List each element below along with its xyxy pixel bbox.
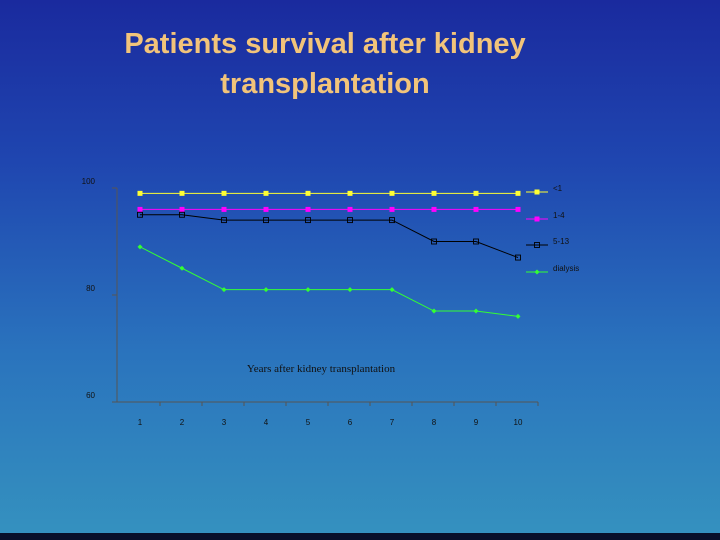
data-point (179, 265, 185, 271)
x-tick-label: 1 (138, 418, 143, 427)
slide-bottom-bar (0, 533, 720, 540)
y-tick-label: 60 (86, 391, 95, 400)
x-tick-label: 4 (264, 418, 269, 427)
data-point (221, 206, 227, 212)
data-point (221, 287, 227, 293)
data-point (431, 206, 437, 212)
legend-marker (534, 242, 540, 248)
y-tick-label: 80 (86, 284, 95, 293)
legend-marker (534, 269, 540, 275)
x-tick-label: 7 (390, 418, 395, 427)
legend-marker (534, 216, 540, 222)
legend-marker (534, 189, 540, 195)
series-<1 (137, 190, 521, 196)
data-point (347, 190, 353, 196)
x-axis-label: Years after kidney transplantation (247, 363, 396, 375)
series-5-13 (137, 211, 521, 261)
data-point (263, 190, 269, 196)
x-tick-label: 10 (514, 418, 523, 427)
slide-title: Patients survival after kidney transplan… (124, 28, 526, 100)
legend-label: 1-4 (553, 211, 565, 220)
data-point (515, 313, 521, 319)
data-point (515, 206, 521, 212)
data-point (473, 308, 479, 314)
x-tick-label: 8 (432, 418, 437, 427)
data-point (305, 287, 311, 293)
data-point (473, 190, 479, 196)
data-point (347, 206, 353, 212)
legend-label: 5-13 (553, 237, 570, 246)
legend-label: dialysis (553, 264, 579, 273)
series-line (140, 214, 519, 259)
x-tick-label: 2 (180, 418, 185, 427)
data-point (431, 238, 437, 245)
data-point (389, 287, 395, 293)
data-point (473, 206, 479, 212)
data-point (263, 206, 269, 212)
data-point (305, 190, 311, 196)
legend-entry: 1-4 (526, 211, 565, 222)
legend-label: <1 (553, 184, 563, 193)
data-point (137, 211, 143, 218)
series-dialysis (137, 244, 521, 319)
data-point (515, 254, 521, 261)
data-point (347, 287, 353, 293)
data-point (389, 190, 395, 196)
legend-entry: dialysis (526, 264, 579, 275)
chart-axes: 100 80 60 1 2 3 4 5 6 7 8 9 10 (82, 177, 539, 427)
x-tick-label: 3 (222, 418, 227, 427)
data-point (179, 206, 185, 212)
data-point (179, 190, 185, 196)
chart-series (137, 190, 521, 319)
data-point (305, 206, 311, 212)
data-point (431, 190, 437, 196)
y-tick-label: 100 (82, 177, 96, 186)
data-point (263, 217, 269, 224)
data-point (389, 206, 395, 212)
data-point (515, 190, 521, 196)
legend-entry: <1 (526, 184, 563, 195)
data-point (431, 308, 437, 314)
data-point (347, 217, 353, 224)
data-point (179, 211, 185, 218)
data-point (137, 244, 143, 250)
x-tick-label: 9 (474, 418, 479, 427)
data-point (473, 238, 479, 245)
x-tick-label: 5 (306, 418, 311, 427)
data-point (221, 190, 227, 196)
data-point (389, 217, 395, 224)
chart-legend: <1 1-4 5-13 dialysis (526, 184, 579, 275)
x-tick-label: 6 (348, 418, 353, 427)
data-point (137, 206, 143, 212)
data-point (263, 287, 269, 293)
data-point (137, 190, 143, 196)
series-1-4 (137, 206, 521, 212)
data-point (305, 217, 311, 224)
series-line (139, 246, 519, 317)
legend-entry: 5-13 (526, 237, 570, 248)
data-point (221, 217, 227, 224)
